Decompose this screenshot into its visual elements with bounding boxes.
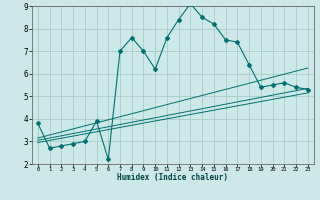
X-axis label: Humidex (Indice chaleur): Humidex (Indice chaleur) xyxy=(117,173,228,182)
